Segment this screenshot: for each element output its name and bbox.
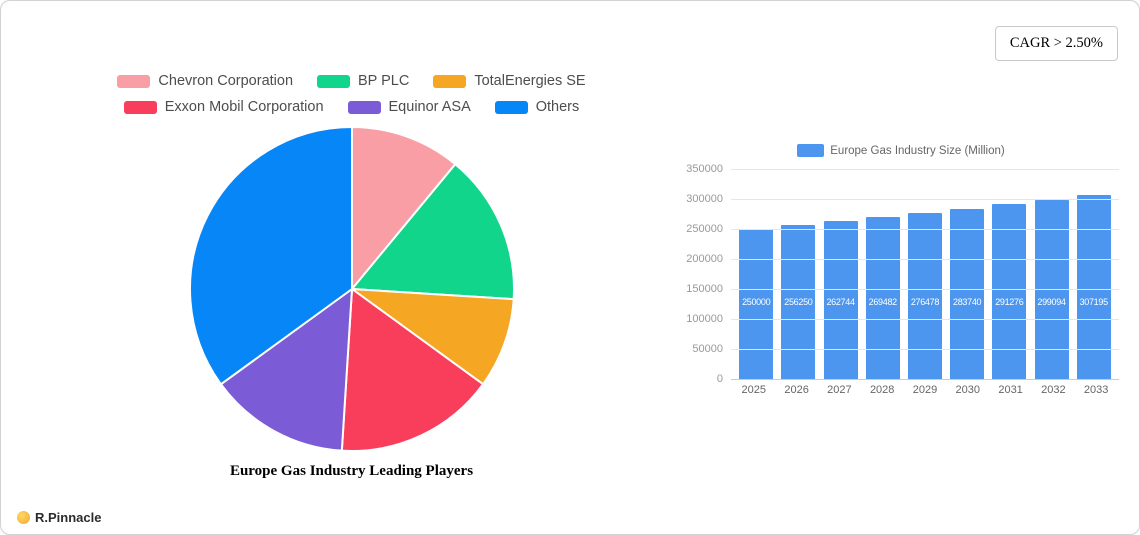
gridline [731,319,1119,320]
pie-slice-equinor-asa [219,288,353,452]
gridline [731,349,1119,350]
bar-2029: 276478 [907,213,942,379]
bar-2028: 269482 [865,217,900,379]
legend-swatch [117,74,151,88]
x-tick-label-2027: 2027 [827,384,852,396]
pie-legend-item-chevron-corporation[interactable]: Chevron Corporation [117,73,293,89]
pie-legend-item-bp-plc[interactable]: BP PLC [317,73,409,89]
legend-label: BP PLC [358,73,410,89]
pie-chart-title: Europe Gas Industry Leading Players [229,463,474,479]
gridline [731,259,1119,260]
logo-icon [17,511,30,524]
bar-legend-swatch [797,144,825,157]
pie-legend-item-equinor-asa[interactable]: Equinor ASA [347,99,471,115]
cagr-text: CAGR > 2.50% [1009,35,1103,51]
bar-2025: 250000 [739,229,774,379]
gridline [731,199,1119,200]
logo-text: R.Pinnacle [35,510,102,525]
legend-swatch [347,100,381,114]
y-tick-label: 150000 [686,283,723,295]
bar-x-axis-labels: 2025 2026 2027 2028 2029 2030 2031 2032 2033 [731,384,1119,396]
x-tick-label-2031: 2031 [998,384,1023,396]
x-tick-label-2033: 2033 [1083,384,1109,396]
bar-value-label: 283740 [953,297,982,307]
bar-2033: 307195 [1076,194,1111,379]
bar-chart-section: Europe Gas Industry Size (Million) 25000… [671,144,1131,396]
bar-2030: 283740 [950,208,985,379]
pie-legend: Chevron Corporation BP PLC TotalEnergies S… [62,73,642,115]
bar-value-label: 256250 [784,297,813,307]
legend-swatch [494,100,528,114]
legend-label: TotalEnergies SE [474,73,586,89]
legend-label: Exxon Mobil Corporation [164,99,324,115]
x-tick-label-2030: 2030 [955,384,981,396]
brand-logo: R.Pinnacle [17,510,101,525]
bar-2027: 262744 [823,221,858,379]
y-tick-label: 100000 [686,313,723,325]
bar-plot: 250000 256250 262744 269482 276478 283740 2912… [686,163,1119,385]
bar-2026: 256250 [781,225,816,379]
bar-value-label: 299094 [1037,297,1066,307]
pie-legend-item-totalenergies-se[interactable]: TotalEnergies SE [433,73,586,89]
x-tick-label-2025: 2025 [741,384,767,396]
bar-legend-label: Europe Gas Industry Size (Million) [830,144,1005,157]
bar-value-label: 250000 [742,297,771,307]
legend-swatch [317,74,351,88]
gridline [731,169,1119,170]
y-tick-label: 300000 [686,193,723,205]
bar-value-label: 276478 [910,297,940,307]
gridline [731,229,1119,230]
pie-slice-others [188,126,353,386]
pie-legend-item-exxon-mobil-corporation[interactable]: Exxon Mobil Corporation [123,99,324,115]
legend-swatch [433,74,467,88]
pie-chart-section: Chevron Corporation BP PLC TotalEnergies S… [29,73,674,480]
bar-value-label: 291276 [995,297,1024,307]
pie-slice-bp-plc [350,163,515,301]
bar-series: 250000 256250 262744 269482 276478 283740 2912… [731,169,1119,379]
pie-chart [188,126,515,452]
x-tick-label-2032: 2032 [1041,384,1066,396]
legend-label: Others [535,99,580,115]
cagr-badge: CAGR > 2.50% [994,26,1118,61]
x-axis-line [731,379,1119,380]
x-tick-label-2026: 2026 [784,384,809,396]
y-tick-label: 50000 [692,343,723,355]
pie-slice-chevron-corporation [350,126,456,290]
y-tick-label: 350000 [686,163,723,175]
bar-value-label: 307195 [1079,297,1109,307]
bar-value-label: 262744 [826,297,855,307]
legend-label: Equinor ASA [388,99,471,115]
bar-legend[interactable]: Europe Gas Industry Size (Million) [671,144,1131,157]
pie-legend-item-others[interactable]: Others [494,99,580,115]
pie-slice-exxon-mobil-corporation [340,288,484,452]
bar-2031: 291276 [992,204,1027,379]
x-tick-label-2028: 2028 [869,384,895,396]
y-tick-label: 0 [716,373,723,385]
pie-slice-totalenergies-se [350,288,515,386]
x-tick-label-2029: 2029 [912,384,938,396]
y-tick-label: 250000 [686,223,723,235]
y-tick-label: 200000 [686,253,723,265]
bar-value-label: 269482 [868,297,898,307]
gridline [731,289,1119,290]
legend-label: Chevron Corporation [158,73,294,89]
legend-swatch [123,100,157,114]
